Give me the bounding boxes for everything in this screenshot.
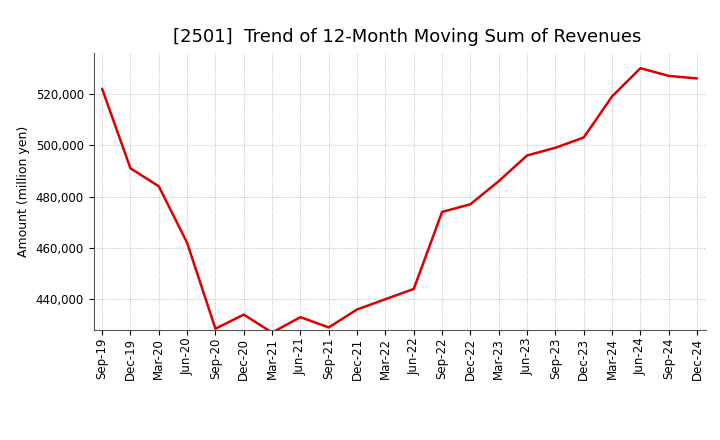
Y-axis label: Amount (million yen): Amount (million yen)	[17, 126, 30, 257]
Text: [2501]  Trend of 12-Month Moving Sum of Revenues: [2501] Trend of 12-Month Moving Sum of R…	[174, 28, 642, 46]
